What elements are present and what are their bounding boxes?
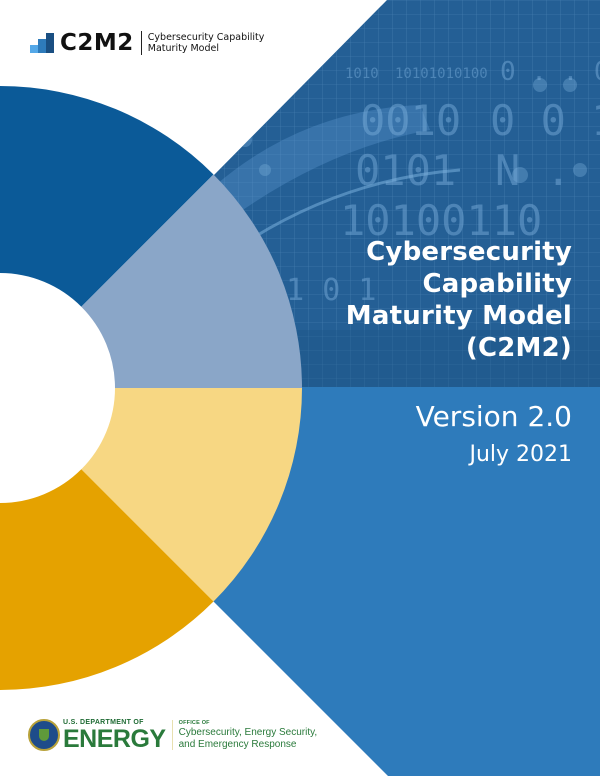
logo-mark: C2M2 [60, 30, 134, 56]
office-name-line1: Cybersecurity, Energy Security, [178, 726, 318, 738]
svg-text:N . . 1: N . . 1 [495, 146, 600, 195]
ring-segment-pale-yellow [81, 388, 302, 602]
title-line-4: (C2M2) [465, 333, 572, 363]
title-line-1: Cybersecurity [366, 237, 572, 267]
logo-subtitle: Cybersecurity Capability Maturity Model [148, 32, 265, 54]
ring-segment-navy [0, 86, 214, 307]
svg-text:10101010100: 10101010100 [395, 66, 488, 82]
doe-energy-label: ENERGY [63, 725, 166, 753]
doe-seal-icon [28, 719, 60, 751]
svg-text:1010: 1010 [345, 66, 379, 82]
svg-text:0 . . 0: 0 . . 0 [500, 57, 600, 87]
office-name-block: OFFICE OF Cybersecurity, Energy Security… [179, 720, 318, 751]
svg-text:10100110: 10100110 [340, 196, 542, 245]
version-label: Version 2.0 [415, 400, 572, 433]
right-panel-lower [213, 387, 600, 776]
title-line-2: Capability [422, 269, 572, 299]
document-title: Cybersecurity Capability Maturity Model … [346, 236, 572, 364]
office-name-line2: and Emergency Response [178, 738, 297, 750]
logo-bars-icon [30, 33, 54, 53]
logo-subtitle-line1: Cybersecurity Capability [147, 32, 265, 43]
c2m2-logo: C2M2 Cybersecurity Capability Maturity M… [30, 30, 264, 56]
office-label: OFFICE OF [178, 719, 210, 726]
footer-divider [171, 720, 173, 750]
ring-segment-steel-blue [81, 174, 302, 388]
svg-text:0101: 0101 [355, 146, 456, 195]
ring-segment-gold [0, 469, 214, 690]
doe-wordmark: U.S. DEPARTMENT OF ENERGY [63, 719, 166, 753]
title-line-3: Maturity Model [345, 301, 572, 331]
doe-dept-label: U.S. DEPARTMENT OF [63, 719, 144, 726]
doe-footer-logo: U.S. DEPARTMENT OF ENERGY OFFICE OF Cybe… [28, 719, 318, 753]
svg-text:0010: 0010 [360, 96, 461, 145]
logo-subtitle-line2: Maturity Model [147, 43, 219, 54]
svg-text:0 0 1: 0 0 1 [490, 96, 600, 145]
publication-date: July 2021 [469, 442, 572, 467]
logo-divider [140, 31, 142, 55]
